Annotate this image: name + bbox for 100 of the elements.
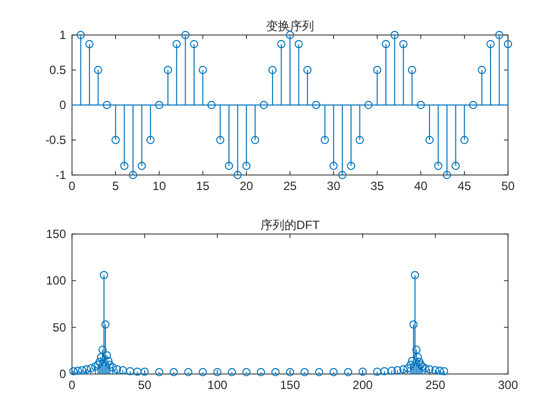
point (213, 368, 222, 376)
point (300, 368, 309, 376)
point (172, 40, 181, 48)
point (155, 100, 164, 110)
y-tick-label: -0.5 (45, 133, 66, 147)
point (434, 162, 442, 170)
x-tick-label: 50 (501, 179, 515, 193)
point (78, 366, 86, 374)
point (260, 100, 268, 110)
point (416, 100, 425, 110)
point (106, 360, 114, 369)
point (414, 353, 422, 362)
y-tick-label: -1 (55, 168, 66, 182)
point (256, 368, 266, 376)
point (112, 136, 120, 144)
point (102, 100, 111, 110)
x-tick-label: 100 (207, 378, 228, 392)
point (399, 40, 408, 48)
point (478, 66, 486, 74)
point (416, 360, 425, 369)
point (268, 66, 277, 74)
point (373, 368, 382, 376)
point (98, 346, 107, 354)
point (330, 162, 338, 170)
point (133, 368, 142, 376)
point (120, 162, 128, 170)
point (495, 30, 504, 40)
point (207, 100, 216, 110)
point (380, 367, 389, 376)
point (412, 346, 421, 354)
point (164, 66, 172, 74)
point (91, 362, 100, 371)
x-tick-label: 5 (112, 179, 120, 193)
y-tick-label: 0.5 (49, 63, 66, 77)
point (410, 270, 420, 280)
point (314, 368, 324, 376)
point (96, 358, 104, 366)
point (344, 368, 352, 376)
point (504, 40, 512, 48)
point (364, 100, 373, 110)
x-tick-label: 300 (498, 378, 518, 392)
x-tick-label: 30 (326, 179, 341, 193)
point (382, 40, 390, 48)
point (408, 66, 416, 74)
point (224, 162, 234, 170)
chart-title: 变换序列 (266, 19, 314, 33)
x-tick-label: 50 (138, 378, 152, 392)
point (294, 40, 303, 48)
point (330, 368, 338, 376)
point (128, 170, 138, 180)
point (69, 367, 78, 376)
point (228, 368, 236, 376)
x-tick-label: 0 (68, 378, 76, 392)
x-tick-label: 0 (68, 179, 76, 193)
point (425, 365, 434, 374)
point (271, 368, 280, 376)
point (242, 162, 250, 170)
point (358, 368, 367, 376)
y-tick-label: 150 (46, 227, 66, 241)
y-tick-label: 0 (59, 98, 66, 112)
x-tick-label: 150 (280, 378, 300, 392)
point (108, 363, 117, 372)
x-tick-label: 40 (414, 179, 428, 193)
point (277, 40, 286, 48)
point (251, 136, 260, 144)
point (356, 136, 364, 144)
point (418, 362, 426, 371)
point (393, 366, 402, 374)
point (303, 66, 312, 74)
point (181, 30, 190, 40)
y-tick-label: 50 (52, 320, 66, 334)
y-tick-label: 0 (59, 367, 66, 381)
point (86, 364, 95, 372)
y-tick-label: 1 (59, 28, 66, 42)
point (390, 30, 399, 40)
x-tick-label: 250 (425, 378, 446, 392)
point (320, 136, 329, 144)
point (104, 356, 112, 366)
point (82, 365, 91, 374)
y-tick-label: 100 (46, 274, 66, 288)
point (436, 366, 444, 375)
point (234, 170, 242, 180)
point (373, 66, 382, 74)
point (452, 162, 460, 170)
x-tick-label: 20 (240, 179, 254, 193)
point (118, 366, 127, 374)
point (190, 40, 198, 48)
point (184, 368, 192, 376)
point (94, 360, 102, 369)
point (286, 368, 294, 376)
point (442, 170, 452, 180)
point (216, 136, 224, 144)
point (431, 366, 440, 374)
x-tick-label: 15 (196, 179, 210, 193)
point (440, 367, 448, 376)
point (170, 368, 178, 376)
point (486, 40, 495, 48)
point (101, 320, 110, 329)
point (76, 30, 85, 40)
point (399, 365, 408, 374)
